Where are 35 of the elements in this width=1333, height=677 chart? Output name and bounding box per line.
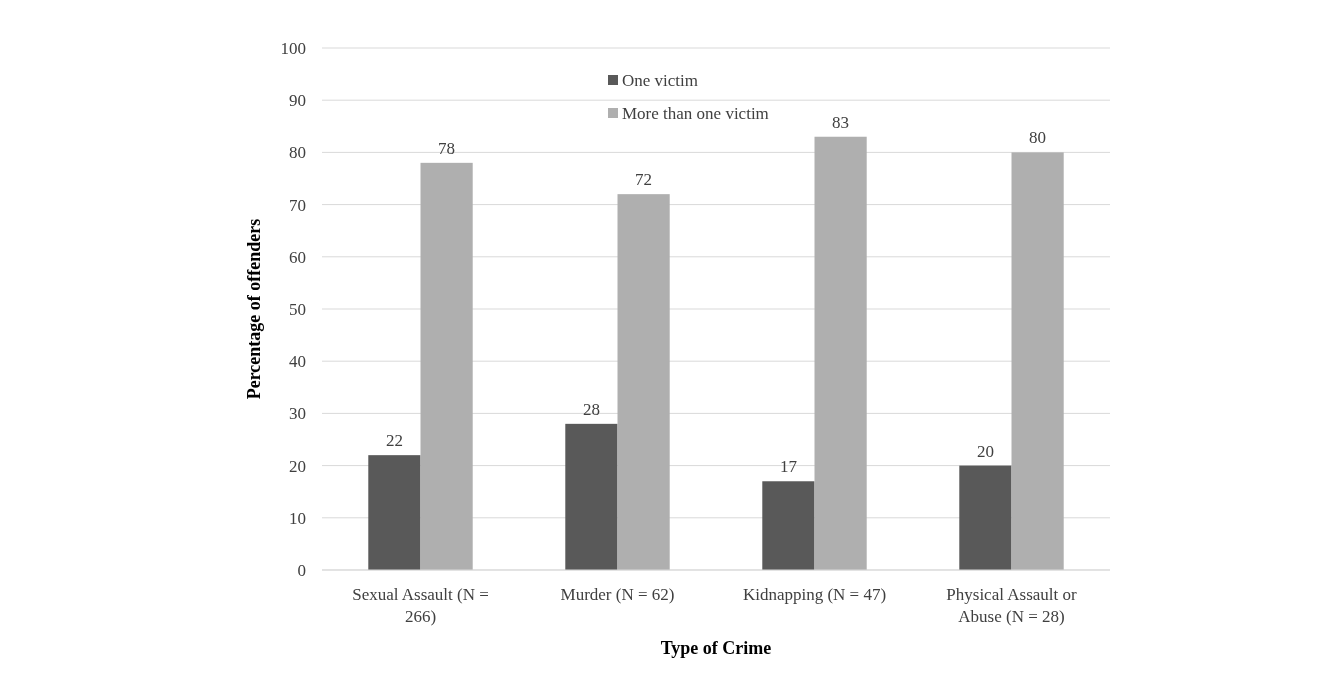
x-tick-label: Physical Assault or Abuse (N = 28): [946, 585, 1077, 626]
y-tick-label: 50: [289, 299, 306, 319]
y-tick-label: 100: [280, 38, 306, 58]
bar: [617, 194, 670, 570]
y-tick-label: 30: [289, 404, 306, 424]
data-label: 78: [438, 138, 456, 158]
y-tick-label: 10: [289, 508, 306, 528]
y-tick-label: 70: [289, 195, 306, 215]
data-label: 17: [779, 457, 798, 477]
legend-label: More than one victim: [622, 103, 769, 123]
data-label: 22: [385, 431, 403, 451]
bar: [814, 136, 867, 570]
data-label: 80: [1029, 128, 1047, 148]
y-tick-label: 40: [289, 352, 306, 372]
bar: [420, 162, 473, 570]
x-tick-label: Kidnapping (N = 47): [742, 585, 887, 604]
x-axis-title: Type of Crime: [660, 638, 772, 658]
legend-label: One victim: [622, 70, 699, 90]
data-label: 28: [582, 399, 600, 419]
bar: [762, 481, 815, 570]
y-axis-title: Percentage of offenders: [244, 218, 264, 400]
x-tick-label: Sexual Assault (N = 266): [352, 585, 489, 626]
y-tick-label: 80: [289, 143, 306, 163]
bar: [959, 465, 1012, 570]
y-tick-label: 60: [289, 247, 306, 267]
y-tick-label: 20: [289, 456, 306, 476]
y-tick-label: 90: [289, 91, 306, 111]
x-tick-label: Murder (N = 62): [560, 585, 675, 604]
y-tick-label: 0: [297, 560, 306, 580]
data-label: 20: [976, 441, 994, 461]
data-label: 72: [635, 170, 653, 190]
data-label: 83: [832, 112, 850, 132]
bar: [1011, 152, 1064, 570]
bar: [565, 423, 618, 570]
bar: [368, 455, 421, 570]
